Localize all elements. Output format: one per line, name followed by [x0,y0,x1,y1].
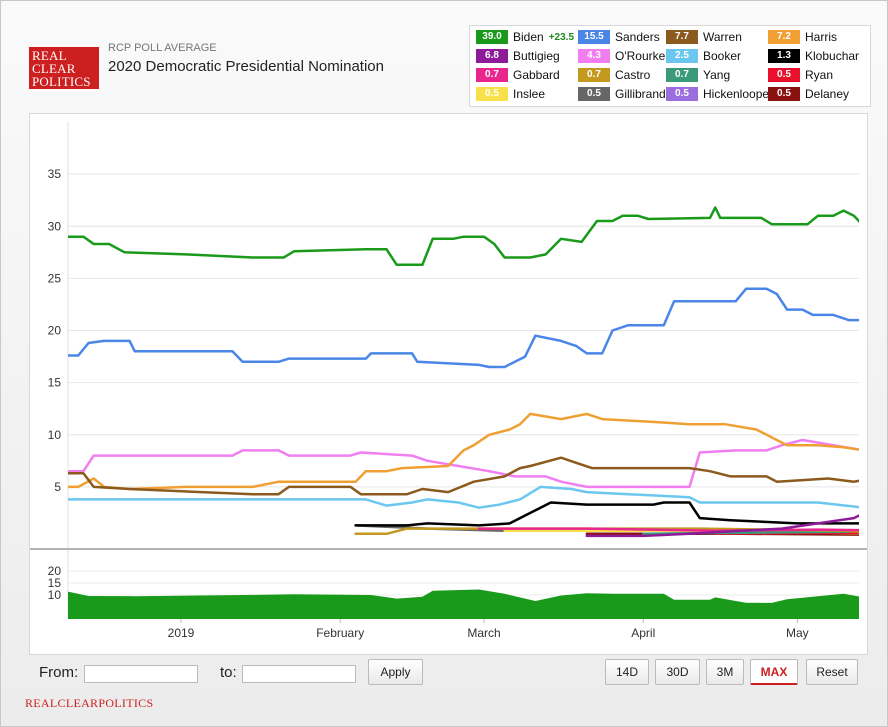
legend-value-badge: 7.2 [768,30,800,44]
legend-name: Hickenlooper [703,87,774,101]
legend-value-badge: 0.7 [476,68,508,82]
header: REAL CLEAR POLITICS RCP POLL AVERAGE 202… [1,1,887,109]
legend-item[interactable]: 0.5 Inslee [476,86,545,102]
legend-item[interactable]: 0.5 Ryan [768,67,833,83]
to-label: to: [220,664,237,681]
series-line-orourke [68,438,859,489]
navigator-group [68,589,859,619]
y-tick-label: 5 [54,480,61,494]
y-tick-label: 30 [48,219,62,233]
legend-name: Gabbard [513,68,560,82]
legend-value-badge: 1.3 [768,49,800,63]
series-line-sanders [68,287,859,369]
range-14d-button[interactable]: 14D [605,659,649,685]
legend-item[interactable]: 7.2 Harris [768,29,837,45]
x-tick-label: March [467,626,500,640]
legend-value-badge: 39.0 [476,30,508,44]
series-line-biden [68,206,859,267]
legend-value-badge: 4.3 [578,49,610,63]
x-tick-label: 2019 [168,626,195,640]
legend-value-badge: 15.5 [578,30,610,44]
legend-item[interactable]: 39.0 Biden +23.5 [476,29,574,45]
legend-item[interactable]: 6.8 Buttigieg [476,48,560,64]
legend-change: +23.5 [548,31,575,43]
legend-name: Warren [703,30,742,44]
legend-name: Gillibrand [615,87,666,101]
legend-name: Biden [513,30,544,44]
y-tick-label: 20 [48,324,62,338]
legend-item[interactable]: 0.7 Castro [578,67,650,83]
legend-value-badge: 0.5 [666,87,698,101]
legend-value-badge: 6.8 [476,49,508,63]
legend-item[interactable]: 7.7 Warren [666,29,742,45]
legend-name: Ryan [805,68,834,82]
y-tick-label: 25 [48,271,62,285]
legend-item[interactable]: 0.7 Yang [666,67,730,83]
page-title: 2020 Democratic Presidential Nomination [108,58,384,75]
legend-value-badge: 0.5 [578,87,610,101]
rcp-logo[interactable]: REAL CLEAR POLITICS [29,47,99,89]
navigator-y-tick-label: 15 [48,576,62,590]
from-label: From: [39,664,79,681]
series-line-warren [68,456,859,496]
legend-name: Delaney [805,87,850,101]
legend-name: Harris [805,30,837,44]
apply-button[interactable]: Apply [368,659,423,685]
range-max-button[interactable]: MAX [750,659,798,685]
legend-item[interactable]: 0.5 Hickenlooper [666,86,773,102]
legend-value-badge: 0.5 [768,68,800,82]
range-3m-button[interactable]: 3M [706,659,744,685]
legend-name: Inslee [513,87,546,101]
from-date-input[interactable] [84,665,198,683]
legend-item[interactable]: 2.5 Booker [666,48,741,64]
date-range-controls: From: to: Apply 14D 30D 3M MAX Reset [1,656,887,692]
legend-item[interactable]: 15.5 Sanders [578,29,660,45]
series-line-harris [68,412,859,491]
logo-line: REAL [32,48,67,63]
candidate-legend: 39.0 Biden +23.5 15.5 Sanders 7.7 Warren 7.2 Har… [469,25,871,107]
legend-item[interactable]: 0.5 Gillibrand [578,86,666,102]
series-line-booker [68,485,859,509]
legend-name: Castro [615,68,651,82]
legend-name: Sanders [615,30,660,44]
x-tick-label: May [786,626,809,640]
legend-item[interactable]: 4.3 O'Rourke [578,48,665,64]
spread-area [68,589,859,619]
legend-item[interactable]: 0.5 Delaney [768,86,849,102]
poll-average-label: RCP POLL AVERAGE [108,42,217,54]
legend-value-badge: 2.5 [666,49,698,63]
logo-line: CLEAR [32,61,76,76]
series-group [68,206,859,538]
legend-name: Klobuchar [805,49,860,63]
x-tick-label: April [631,626,655,640]
to-date-input[interactable] [242,665,356,683]
navigator-y-tick-label: 10 [48,588,62,602]
legend-name: Booker [703,49,742,63]
y-tick-label: 35 [48,167,62,181]
legend-item[interactable]: 1.3 Klobuchar [768,48,859,64]
legend-item[interactable]: 0.7 Gabbard [476,67,560,83]
footer-brand[interactable]: REALCLEARPOLITICS [25,696,154,710]
reset-button[interactable]: Reset [806,659,858,685]
series-line-klobuchar [354,501,859,527]
legend-value-badge: 7.7 [666,30,698,44]
logo-line: POLITICS [32,74,91,89]
legend-name: O'Rourke [615,49,666,63]
range-30d-button[interactable]: 30D [655,659,700,685]
y-tick-label: 15 [48,376,62,390]
legend-name: Buttigieg [513,49,560,63]
chart-container: 5 10 15 20 25 30 35 10 15 20 2019 February March Apri… [29,113,868,655]
legend-value-badge: 0.5 [476,87,508,101]
legend-value-badge: 0.7 [578,68,610,82]
legend-value-badge: 0.5 [768,87,800,101]
legend-name: Yang [703,68,731,82]
legend-value-badge: 0.7 [666,68,698,82]
y-tick-label: 10 [48,428,62,442]
series-line-buttigieg [585,514,859,538]
navigator-y-tick-label: 20 [48,564,62,578]
x-tick-label: February [316,626,364,640]
